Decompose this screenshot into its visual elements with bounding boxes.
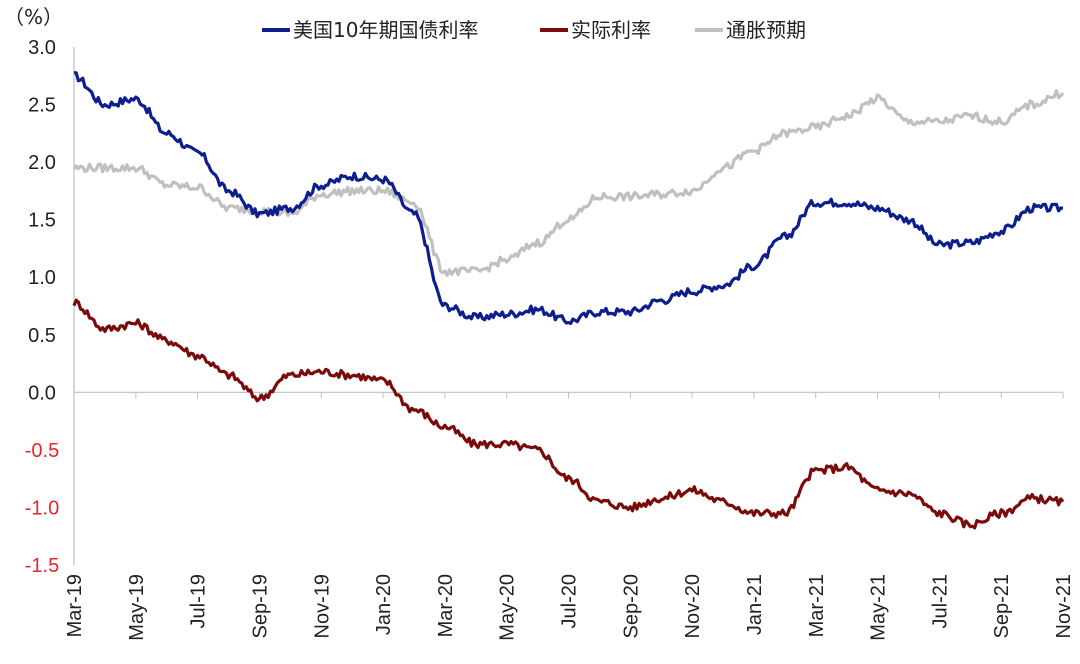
x-tick-label: May-20: [497, 574, 519, 641]
y-unit-label: （%）: [4, 5, 63, 29]
legend-label-inflation: 通胀预期: [726, 18, 806, 42]
y-tick-label: 2.0: [28, 152, 56, 174]
x-tick-label: Nov-21: [1053, 574, 1075, 638]
x-tick-label: Jul-21: [929, 574, 951, 628]
y-tick-label: 3.0: [28, 37, 56, 59]
x-tick-label: Jan-20: [373, 574, 395, 635]
x-tick-label: Nov-20: [682, 574, 704, 638]
legend-item-treasury: 美国10年期国债利率: [262, 18, 478, 42]
series-lines: [72, 71, 1065, 530]
x-tick-label: Nov-19: [311, 574, 333, 638]
x-tick-label: May-19: [126, 574, 148, 641]
y-tick-label: 2.5: [28, 95, 56, 117]
x-tick-label: Sep-20: [620, 574, 642, 639]
x-tick-label: Mar-21: [806, 574, 828, 637]
x-tick-label: Mar-20: [435, 574, 457, 637]
y-tick-label: 0.5: [28, 325, 56, 347]
x-tick-label: Mar-19: [64, 574, 86, 637]
x-tick-label: Jan-21: [744, 574, 766, 635]
x-tick-label: Sep-21: [991, 574, 1013, 639]
x-tick-label: Sep-19: [249, 574, 271, 639]
series-line-2: [72, 89, 1065, 277]
series-line-0: [73, 71, 1064, 325]
y-tick-label: -1.5: [25, 555, 59, 577]
x-tick-labels: Mar-19 May-19 Jul-19 Sep-19 Nov-19 Jan-20 Mar-…: [64, 392, 1075, 641]
y-tick-label: 1.5: [28, 210, 56, 232]
x-tick-label: May-21: [868, 574, 890, 641]
y-tick-labels: 3.0 2.5 2.0 1.5 1.0 0.5 0.0 -0.5 -1.0 -1.5: [25, 37, 59, 577]
legend-item-real-rate: 实际利率: [540, 18, 651, 42]
legend-label-treasury: 美国10年期国债利率: [293, 18, 478, 42]
series-line-1: [72, 298, 1065, 530]
y-tick-label: -0.5: [25, 440, 59, 462]
legend: 美国10年期国债利率 实际利率 通胀预期: [262, 18, 806, 42]
y-tick-label: 0.0: [28, 382, 56, 404]
x-tick-label: Jul-20: [559, 574, 581, 628]
legend-label-real-rate: 实际利率: [571, 18, 651, 42]
y-tick-label: -1.0: [25, 497, 59, 519]
legend-item-inflation: 通胀预期: [695, 18, 806, 42]
y-tick-label: 1.0: [28, 267, 56, 289]
x-tick-label: Jul-19: [188, 574, 210, 628]
